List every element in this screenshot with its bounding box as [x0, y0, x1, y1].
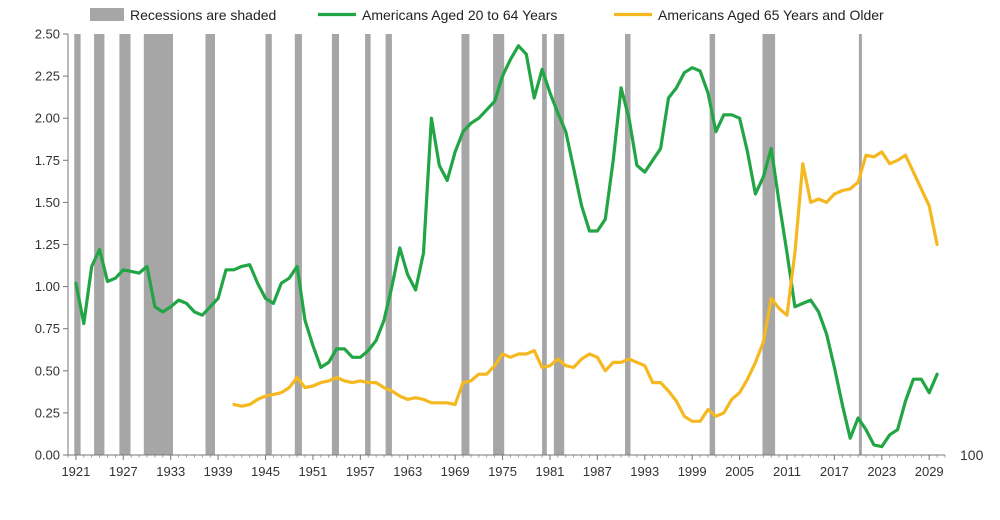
axes — [67, 34, 945, 456]
y-tick-label: 1.00 — [35, 279, 60, 294]
y-tick-label: 0.50 — [35, 363, 60, 378]
x-tick-label: 1987 — [583, 464, 612, 479]
legend-series-aged-65-plus-label: Americans Aged 65 Years and Older — [658, 7, 884, 23]
x-tick-label: 2023 — [867, 464, 896, 479]
x-tick-label: 1999 — [678, 464, 707, 479]
x-tick-label: 2011 — [773, 464, 801, 479]
x-tick-label: 1921 — [61, 464, 90, 479]
x-tick-label: 1969 — [441, 464, 470, 479]
series-line-aged-65-plus — [232, 150, 939, 423]
y-tick-label: 2.50 — [35, 27, 60, 42]
recession-band — [553, 34, 565, 455]
recession-band — [762, 34, 776, 455]
x-tick-label: 1975 — [488, 464, 517, 479]
x-tick-label: 1963 — [393, 464, 422, 479]
x-tick-label: 1993 — [630, 464, 659, 479]
recession-band — [331, 34, 339, 455]
series-layer — [74, 44, 939, 449]
y-tick-label: 0.75 — [35, 321, 60, 336]
legend-series-aged-20-64-label: Americans Aged 20 to 64 Years — [362, 7, 557, 23]
recession-band — [385, 34, 392, 455]
x-tick-layer: 1921 1927 1933 1939 1945 1951 1957 1963 1969 1975… — [61, 455, 946, 479]
x-tick-label: 1957 — [346, 464, 375, 479]
x-tick-label: 2017 — [820, 464, 849, 479]
x-tick-label: 1951 — [298, 464, 327, 479]
y-tick-label: 2.00 — [35, 111, 60, 126]
recession-band — [493, 34, 505, 455]
legend: Recessions are shaded Americans Aged 20 … — [90, 7, 884, 23]
y-tick-layer: 0.00 0.25 0.50 0.75 1.00 1.25 1.50 1.75 2.00 2.25… — [35, 27, 68, 463]
recession-band — [94, 34, 105, 455]
y-tick-label: 0.00 — [35, 448, 60, 463]
x-tick-label: 1939 — [204, 464, 233, 479]
x-tick-label: 1981 — [535, 464, 564, 479]
recession-band — [119, 34, 131, 455]
recession-band — [625, 34, 631, 455]
recession-band — [205, 34, 215, 455]
legend-recession-swatch — [90, 8, 124, 21]
recession-band — [542, 34, 547, 455]
recession-band — [858, 34, 862, 455]
x-tick-label: 1933 — [156, 464, 185, 479]
legend-recession-label: Recessions are shaded — [130, 7, 276, 23]
axis-corner-label: 100 — [960, 447, 984, 463]
x-tick-label: 2005 — [725, 464, 754, 479]
y-tick-label: 1.75 — [35, 153, 60, 168]
y-tick-label: 1.25 — [35, 237, 60, 252]
recession-band — [461, 34, 470, 455]
x-tick-label: 1927 — [109, 464, 138, 479]
y-tick-label: 0.25 — [35, 405, 60, 420]
x-tick-label: 1945 — [251, 464, 280, 479]
recession-band — [74, 34, 81, 455]
y-tick-label: 2.25 — [35, 69, 60, 84]
recession-band — [709, 34, 716, 455]
y-tick-label: 1.50 — [35, 195, 60, 210]
recession-band — [365, 34, 371, 455]
series-line-aged-20-64 — [74, 44, 939, 449]
recession-band — [265, 34, 272, 455]
recession-band — [143, 34, 173, 455]
recession-band-layer — [74, 34, 862, 455]
x-tick-label: 2029 — [915, 464, 944, 479]
recession-band — [294, 34, 302, 455]
